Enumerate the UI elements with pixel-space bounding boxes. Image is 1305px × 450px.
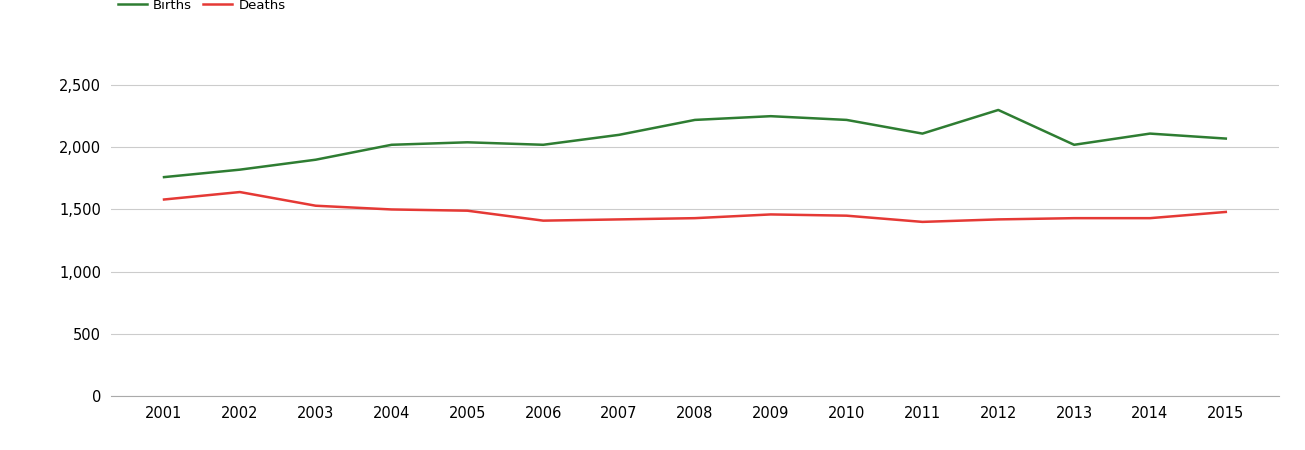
Line: Deaths: Deaths [164, 192, 1225, 222]
Legend: Births, Deaths: Births, Deaths [117, 0, 286, 12]
Deaths [308, 203, 324, 208]
Deaths [611, 217, 626, 222]
Line: Births: Births [164, 110, 1225, 177]
Births [763, 113, 779, 119]
Deaths [839, 213, 855, 218]
Births [1142, 131, 1158, 136]
Births [1066, 142, 1082, 148]
Deaths [1066, 216, 1082, 221]
Deaths [535, 218, 551, 223]
Births [535, 142, 551, 148]
Births [1218, 136, 1233, 141]
Deaths [232, 189, 248, 195]
Births [157, 175, 172, 180]
Deaths [990, 217, 1006, 222]
Births [384, 142, 399, 148]
Deaths [763, 212, 779, 217]
Deaths [1142, 216, 1158, 221]
Births [990, 107, 1006, 112]
Deaths [459, 208, 475, 213]
Deaths [157, 197, 172, 202]
Births [839, 117, 855, 122]
Births [611, 132, 626, 138]
Deaths [1218, 209, 1233, 215]
Deaths [384, 207, 399, 212]
Births [308, 157, 324, 162]
Births [232, 167, 248, 172]
Births [459, 140, 475, 145]
Deaths [915, 219, 930, 225]
Deaths [686, 216, 702, 221]
Births [915, 131, 930, 136]
Births [686, 117, 702, 122]
